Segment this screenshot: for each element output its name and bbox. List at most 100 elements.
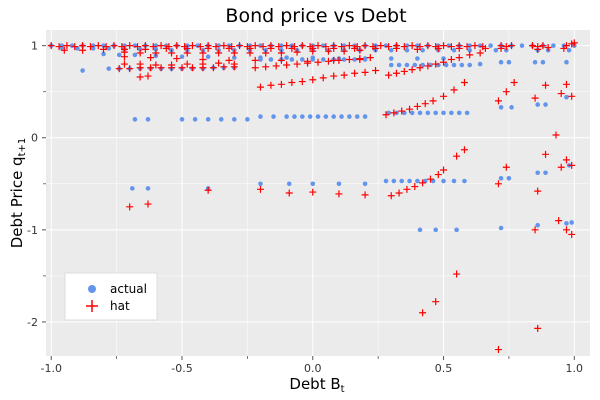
point-hat <box>502 43 510 51</box>
point-hat <box>120 60 128 68</box>
point-actual <box>488 43 493 48</box>
point-actual <box>192 117 198 122</box>
point-hat <box>568 230 576 238</box>
chart-title: Bond price vs Debt <box>225 5 406 27</box>
point-actual <box>467 62 472 68</box>
point-hat <box>309 47 317 55</box>
x-tick-label: 0.0 <box>304 362 322 375</box>
point-actual <box>216 43 221 48</box>
point-actual <box>446 43 452 48</box>
point-hat <box>293 60 301 68</box>
point-actual <box>383 43 389 48</box>
point-actual <box>412 62 418 68</box>
point-hat <box>361 42 369 50</box>
point-hat <box>144 72 152 80</box>
point-hat <box>351 69 359 77</box>
point-hat <box>283 61 291 69</box>
point-actual <box>477 43 483 48</box>
point-actual <box>535 102 540 107</box>
point-actual <box>145 186 151 191</box>
point-actual <box>362 114 368 119</box>
point-hat <box>403 185 411 193</box>
point-hat <box>256 185 264 193</box>
point-actual <box>383 178 389 184</box>
point-hat <box>562 156 570 164</box>
x-tick-label: -1.0 <box>40 362 61 375</box>
point-hat <box>568 92 576 100</box>
point-hat <box>568 161 576 169</box>
point-hat <box>476 49 484 57</box>
point-hat <box>204 44 212 52</box>
point-hat <box>277 49 285 57</box>
point-hat <box>277 56 285 64</box>
point-hat <box>230 63 238 71</box>
point-hat <box>557 90 565 98</box>
point-actual <box>441 56 446 61</box>
series-layer <box>47 39 578 354</box>
point-actual <box>130 186 135 191</box>
point-actual <box>307 114 313 119</box>
point-hat <box>136 64 144 72</box>
point-hat <box>497 44 505 52</box>
point-hat <box>340 71 348 79</box>
point-hat <box>314 42 322 50</box>
point-hat <box>100 45 108 53</box>
point-hat <box>215 49 223 57</box>
point-hat <box>539 42 547 50</box>
point-actual <box>404 62 410 68</box>
point-actual <box>258 114 263 119</box>
point-hat <box>440 166 448 174</box>
point-actual <box>454 227 459 233</box>
point-hat <box>460 78 468 86</box>
point-hat <box>136 49 144 57</box>
point-hat <box>419 179 427 187</box>
point-hat <box>510 78 518 86</box>
point-hat <box>382 111 390 119</box>
point-hat <box>434 44 442 52</box>
y-axis-label: Debt Price qt+1 <box>8 138 28 249</box>
point-actual <box>430 178 436 184</box>
point-hat <box>419 309 427 317</box>
point-actual <box>59 45 64 50</box>
point-hat <box>408 42 416 50</box>
legend-label-actual: actual <box>110 282 147 296</box>
point-hat <box>267 44 275 52</box>
point-hat <box>471 42 479 50</box>
point-hat <box>178 64 186 72</box>
y-tick-label: 1 <box>31 40 38 53</box>
point-hat <box>251 56 259 64</box>
point-hat <box>126 203 134 211</box>
point-actual <box>409 110 415 116</box>
point-actual <box>417 110 423 116</box>
point-actual <box>352 57 357 62</box>
point-actual <box>467 43 472 48</box>
x-axis-label-main: Debt B <box>289 375 340 393</box>
point-hat <box>372 67 380 75</box>
point-hat <box>570 39 578 47</box>
x-tick-label: -0.5 <box>171 362 192 375</box>
point-hat <box>126 42 134 50</box>
point-hat <box>447 55 455 63</box>
point-actual <box>420 62 425 68</box>
point-hat <box>136 73 144 81</box>
point-hat <box>262 49 270 57</box>
point-hat <box>293 48 301 56</box>
point-hat <box>304 59 312 67</box>
point-actual <box>75 46 80 51</box>
point-actual <box>436 62 441 68</box>
point-hat <box>298 78 306 86</box>
point-actual <box>258 57 263 62</box>
point-actual <box>498 105 504 110</box>
point-actual <box>179 117 185 122</box>
point-actual <box>205 54 211 60</box>
point-hat <box>377 42 385 50</box>
x-axis-label-sub: t <box>341 384 345 395</box>
point-actual <box>498 59 504 65</box>
point-actual <box>564 59 569 65</box>
point-hat <box>86 43 94 51</box>
point-hat <box>356 55 364 63</box>
point-hat <box>110 42 118 50</box>
point-hat <box>455 44 463 52</box>
point-actual <box>232 117 237 122</box>
point-actual <box>388 62 394 68</box>
